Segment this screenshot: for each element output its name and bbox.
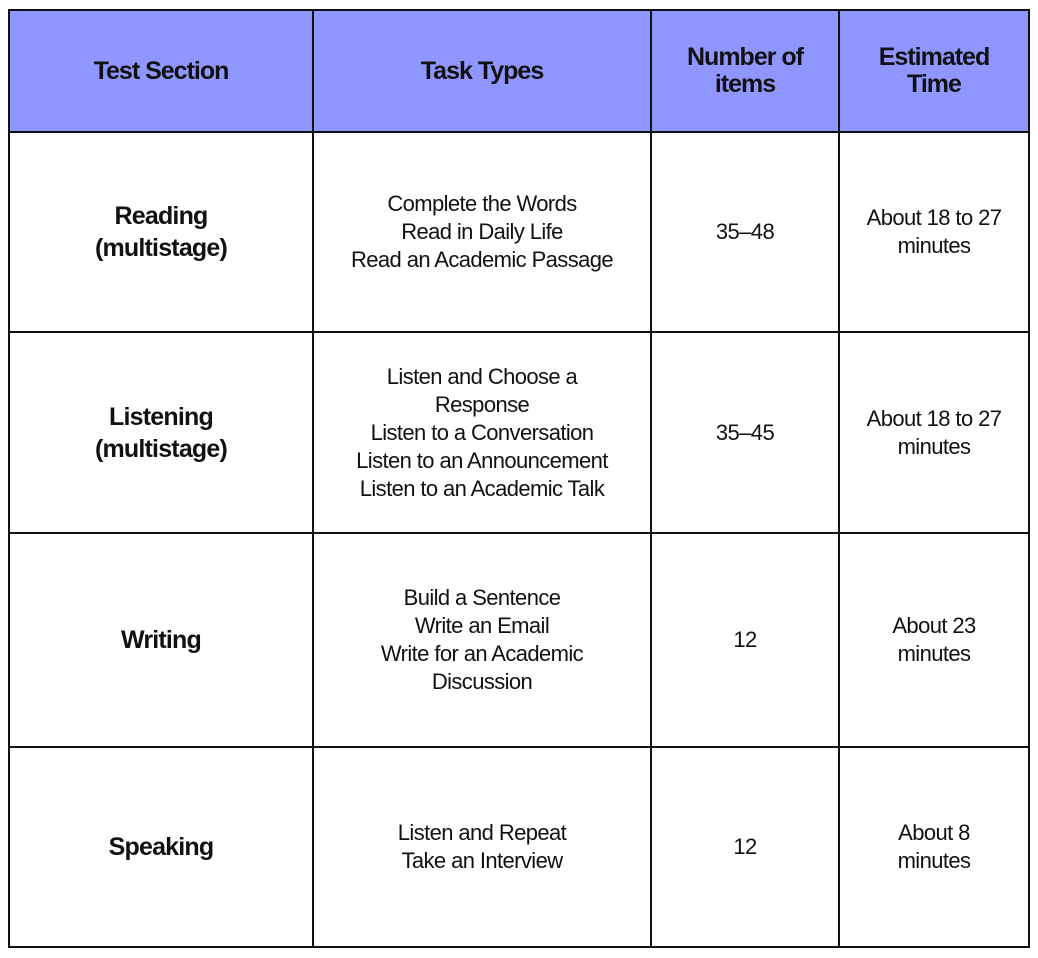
items-cell: 12 <box>650 532 840 748</box>
time-cell-line: minutes <box>897 433 971 459</box>
items-cell: 35–45 <box>650 331 840 534</box>
section-cell-line: Reading <box>114 202 208 230</box>
time-cell: About 18 to 27 minutes <box>838 331 1030 534</box>
time-cell: About 23 minutes <box>838 532 1030 748</box>
task-types-cell: Complete the Words Read in Daily Life Read… <box>312 131 652 333</box>
table-row: Listening (multistage) Listen and Choose a… <box>8 331 1030 534</box>
table-row: Reading (multistage) Complete the Words Rea… <box>8 131 1030 333</box>
task-types-cell-line: Response <box>434 391 530 417</box>
task-types-cell-line: Listen to an Announcement <box>356 447 608 473</box>
header-test-section: Test Section <box>8 9 314 133</box>
section-cell: Speaking <box>8 746 314 948</box>
task-types-cell-line: Listen to an Academic Talk <box>359 475 605 501</box>
task-types-cell-line: Read an Academic Passage <box>351 247 614 272</box>
task-types-cell-line: Build a Sentence <box>403 585 561 610</box>
section-cell-line: Writing <box>120 626 202 654</box>
section-cell-line: Speaking <box>108 833 215 861</box>
task-types-cell: Listen and Choose a Response Listen to a C… <box>312 331 652 534</box>
time-cell-line: About 8 <box>898 820 970 845</box>
section-cell: Listening (multistage) <box>8 331 314 534</box>
task-types-cell-line: Discussion <box>431 669 533 694</box>
time-cell-line: minutes <box>897 848 971 873</box>
time-cell: About 18 to 27 minutes <box>838 131 1030 333</box>
table-row: Speaking Listen and Repeat Take an Intervi… <box>8 746 1030 948</box>
test-sections-table: Test Section Task Types Number of items … <box>8 9 1030 948</box>
time-cell-line: About 18 to 27 <box>866 205 1002 230</box>
time-cell-line: About 18 to 27 <box>866 405 1002 431</box>
header-task-types: Task Types <box>312 9 652 133</box>
task-types-cell-line: Read in Daily Life <box>401 219 563 244</box>
table-row: Writing Build a Sentence Write an Email Wri… <box>8 532 1030 748</box>
time-cell-line: About 23 <box>892 613 976 638</box>
task-types-cell-line: Write for an Academic <box>380 641 584 666</box>
header-estimated-time: Estimated Time <box>838 9 1030 133</box>
items-cell: 12 <box>650 746 840 948</box>
items-cell: 35–48 <box>650 131 840 333</box>
time-cell-line: minutes <box>897 233 971 258</box>
task-types-cell: Build a Sentence Write an Email Write for … <box>312 532 652 748</box>
section-cell: Writing <box>8 532 314 748</box>
time-cell-line: minutes <box>897 641 971 666</box>
section-cell: Reading (multistage) <box>8 131 314 333</box>
header-row: Test Section Task Types Number of items … <box>8 9 1030 133</box>
section-cell-line: (multistage) <box>94 434 228 463</box>
section-cell-line: Listening <box>109 402 214 431</box>
section-cell-line: (multistage) <box>94 234 228 262</box>
task-types-cell-line: Complete the Words <box>387 191 577 216</box>
header-number-of-items: Number of items <box>650 9 840 133</box>
time-cell: About 8 minutes <box>838 746 1030 948</box>
task-types-cell-line: Write an Email <box>414 613 550 638</box>
task-types-cell-line: Listen and Choose a <box>386 363 578 389</box>
task-types-cell: Listen and Repeat Take an Interview <box>312 746 652 948</box>
task-types-cell-line: Take an Interview <box>401 848 564 873</box>
task-types-cell-line: Listen to a Conversation <box>370 419 594 445</box>
task-types-cell-line: Listen and Repeat <box>397 820 567 845</box>
